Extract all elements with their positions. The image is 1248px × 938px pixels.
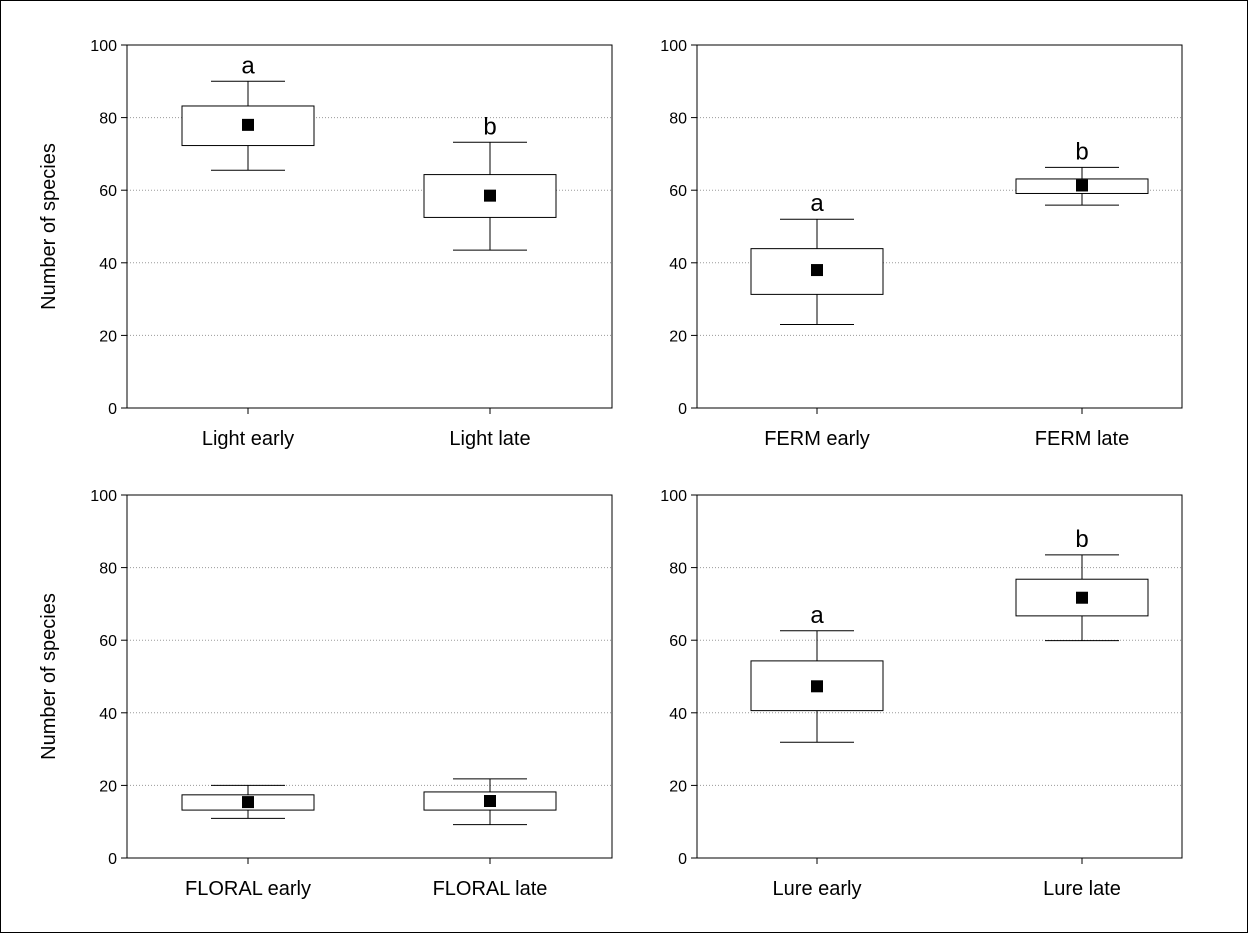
category-label: Lure late — [1043, 878, 1121, 900]
y-tick-label: 20 — [99, 778, 117, 795]
y-tick-label: 60 — [99, 183, 117, 200]
y-tick-label: 40 — [99, 256, 117, 273]
category-label: Light late — [449, 428, 530, 450]
y-tick-label: 100 — [660, 488, 687, 505]
y-tick-label: 80 — [669, 111, 687, 128]
y-tick-label: 80 — [669, 561, 687, 578]
category-label: FLORAL late — [433, 878, 548, 900]
y-tick-label: 20 — [669, 778, 687, 795]
mean-marker — [811, 680, 823, 693]
y-tick-label: 100 — [90, 38, 117, 55]
category-label: Light early — [202, 428, 294, 450]
y-tick-label: 80 — [99, 561, 117, 578]
y-tick-label: 0 — [108, 401, 117, 418]
significance-label: a — [810, 190, 824, 217]
mean-marker — [484, 189, 496, 202]
y-tick-label: 40 — [669, 256, 687, 273]
category-label: FERM early — [764, 428, 870, 450]
category-label: FERM late — [1035, 428, 1129, 450]
y-tick-label: 60 — [99, 633, 117, 650]
y-tick-label: 20 — [99, 328, 117, 345]
mean-marker — [242, 118, 254, 131]
mean-marker — [242, 796, 254, 809]
significance-label: a — [810, 602, 824, 629]
y-tick-label: 20 — [669, 328, 687, 345]
y-tick-label: 60 — [669, 633, 687, 650]
significance-label: b — [483, 113, 496, 140]
significance-label: b — [1075, 526, 1088, 553]
box — [750, 248, 884, 295]
y-tick-label: 60 — [669, 183, 687, 200]
y-tick-label: 80 — [99, 111, 117, 128]
significance-label: b — [1075, 138, 1088, 165]
category-label: FLORAL early — [185, 878, 311, 900]
y-axis-title: Number of species — [38, 143, 60, 310]
y-tick-label: 100 — [90, 488, 117, 505]
plot-frame — [126, 44, 613, 409]
plot-frame — [126, 494, 613, 859]
y-tick-label: 40 — [99, 706, 117, 723]
mean-marker — [484, 795, 496, 808]
mean-marker — [811, 264, 823, 277]
plot-frame — [696, 44, 1183, 409]
y-tick-label: 100 — [660, 38, 687, 55]
plot-frame — [696, 494, 1183, 859]
y-tick-label: 0 — [678, 851, 687, 868]
mean-marker — [1076, 179, 1088, 192]
y-tick-label: 40 — [669, 706, 687, 723]
y-axis-title: Number of species — [38, 593, 60, 760]
category-label: Lure early — [773, 878, 862, 900]
y-tick-label: 0 — [678, 401, 687, 418]
mean-marker — [1076, 591, 1088, 604]
y-tick-label: 0 — [108, 851, 117, 868]
significance-label: a — [241, 52, 255, 79]
